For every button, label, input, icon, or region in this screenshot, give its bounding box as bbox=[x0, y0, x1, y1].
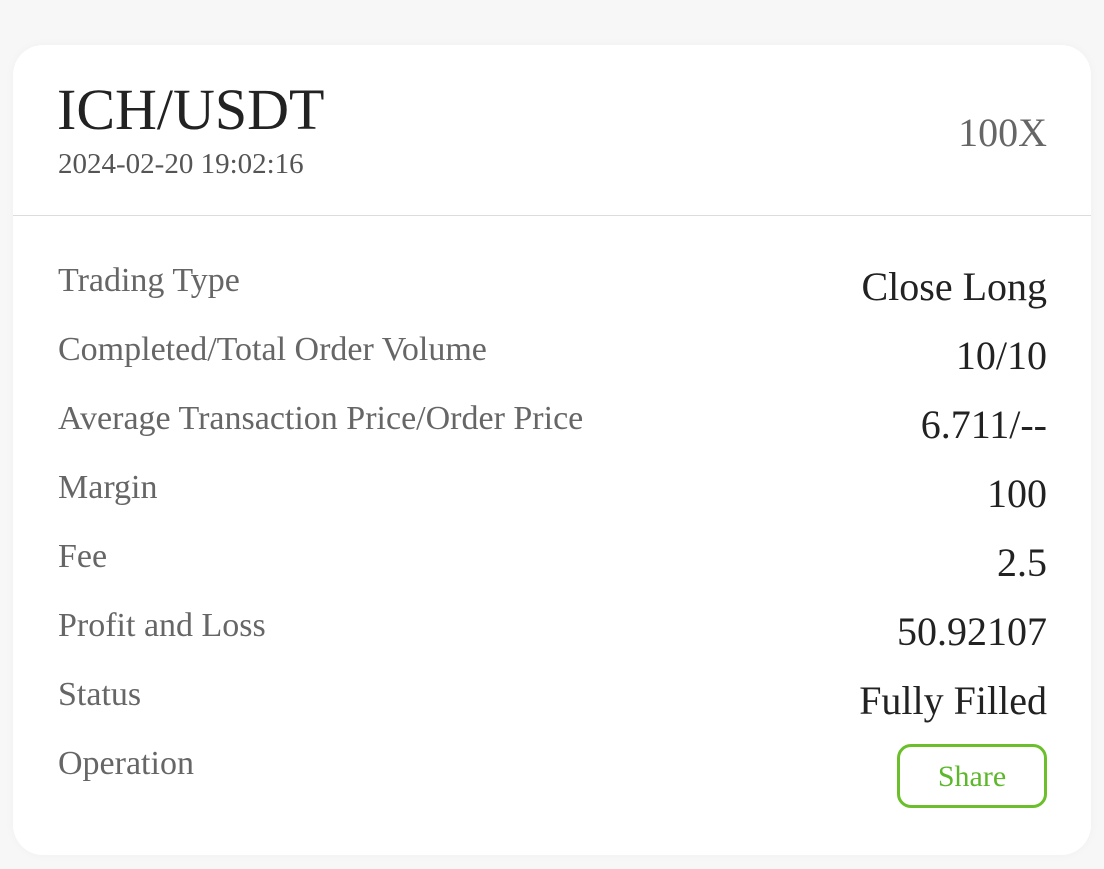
trading-type-value: Close Long bbox=[861, 264, 1047, 309]
order-card: ICH/USDT 2024-02-20 19:02:16 100X Tradin… bbox=[13, 45, 1091, 855]
row-profit-loss: Profit and Loss 50.92107 bbox=[13, 560, 1091, 654]
order-volume-value: 10/10 bbox=[955, 333, 1047, 378]
status-value: Fully Filled bbox=[859, 678, 1047, 723]
trading-pair-title: ICH/USDT bbox=[57, 77, 325, 142]
fee-value: 2.5 bbox=[997, 540, 1047, 585]
status-label: Status bbox=[58, 676, 142, 713]
price-value: 6.711/-- bbox=[920, 402, 1047, 447]
order-timestamp: 2024-02-20 19:02:16 bbox=[58, 148, 304, 180]
operation-label: Operation bbox=[58, 745, 194, 782]
row-price: Average Transaction Price/Order Price 6.… bbox=[13, 353, 1091, 447]
row-fee: Fee 2.5 bbox=[13, 491, 1091, 585]
share-button[interactable]: Share bbox=[897, 744, 1047, 808]
margin-value: 100 bbox=[987, 471, 1047, 516]
row-operation: Operation bbox=[13, 698, 1091, 782]
price-label: Average Transaction Price/Order Price bbox=[58, 400, 584, 437]
order-header: ICH/USDT 2024-02-20 19:02:16 100X bbox=[13, 45, 1091, 216]
margin-label: Margin bbox=[58, 469, 158, 506]
profit-loss-label: Profit and Loss bbox=[58, 607, 266, 644]
row-status: Status Fully Filled bbox=[13, 629, 1091, 723]
row-margin: Margin 100 bbox=[13, 422, 1091, 516]
profit-loss-value: 50.92107 bbox=[897, 609, 1047, 654]
order-volume-label: Completed/Total Order Volume bbox=[58, 331, 487, 368]
trading-type-label: Trading Type bbox=[58, 262, 240, 299]
leverage-badge: 100X bbox=[958, 110, 1047, 155]
row-trading-type: Trading Type Close Long bbox=[13, 215, 1091, 309]
row-order-volume: Completed/Total Order Volume 10/10 bbox=[13, 284, 1091, 378]
fee-label: Fee bbox=[58, 538, 108, 575]
